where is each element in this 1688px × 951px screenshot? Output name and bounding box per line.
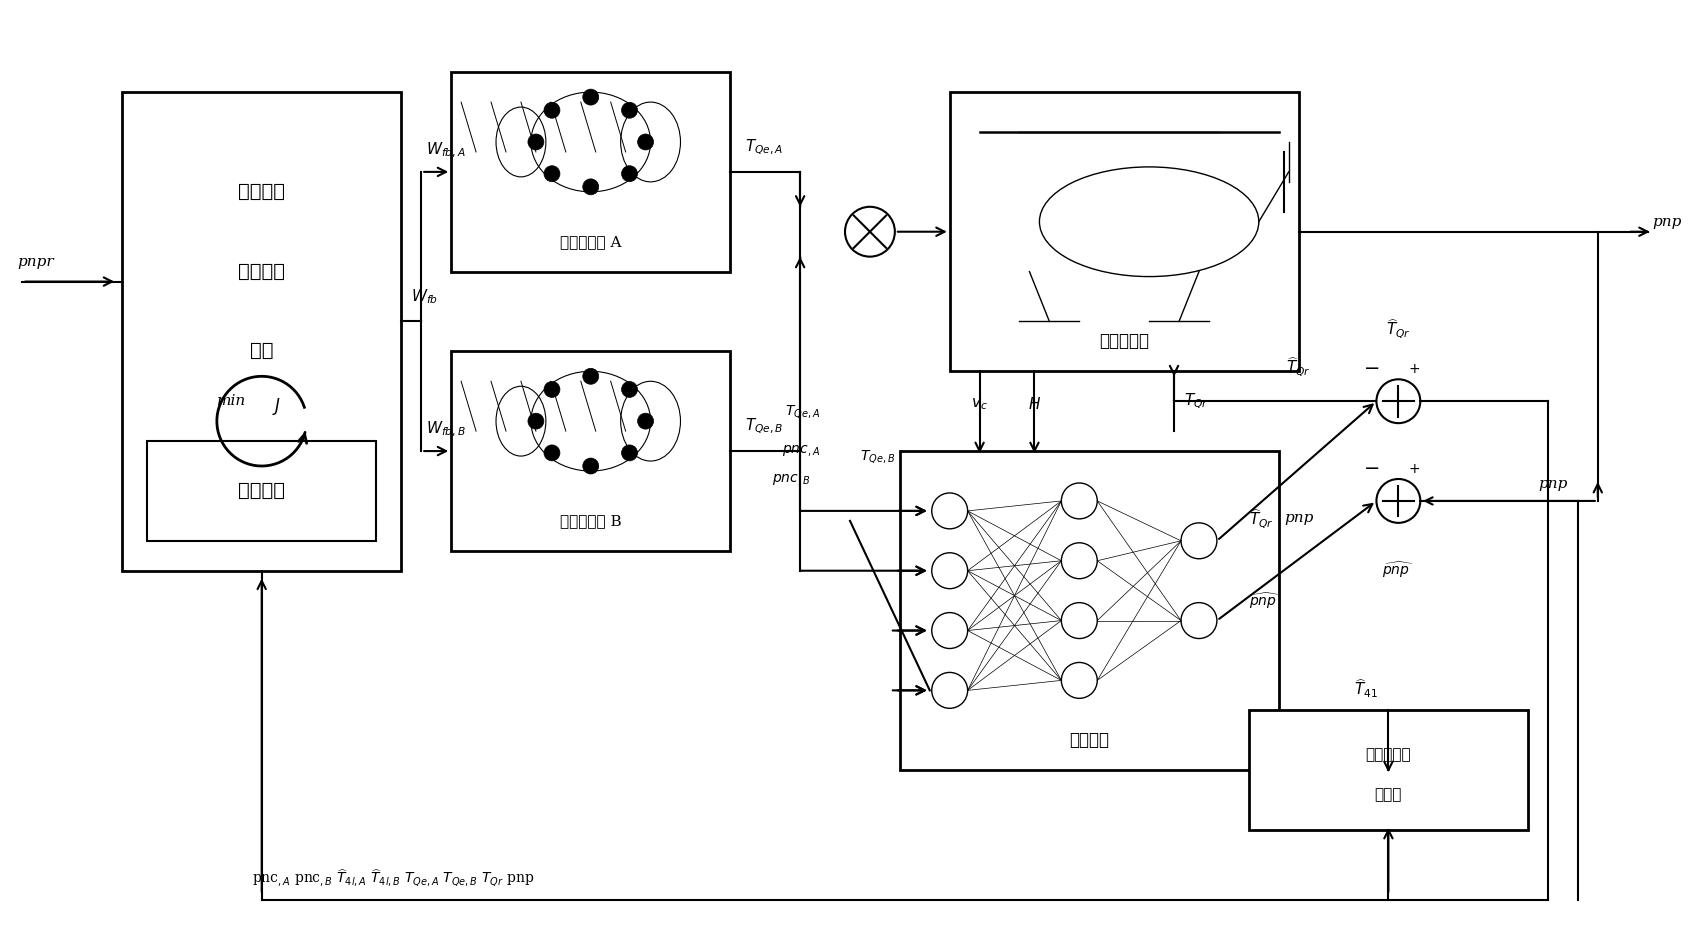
Circle shape <box>528 413 544 429</box>
Bar <box>451 351 731 551</box>
Text: pnp: pnp <box>1285 511 1313 525</box>
Text: $J$: $J$ <box>272 396 282 417</box>
Text: $\widehat{T}_{41}$: $\widehat{T}_{41}$ <box>1354 678 1379 700</box>
Circle shape <box>621 103 638 118</box>
Text: $W_{fb,B}$: $W_{fb,B}$ <box>427 419 466 439</box>
Bar <box>950 92 1298 371</box>
Circle shape <box>582 89 599 105</box>
Circle shape <box>621 445 638 461</box>
Text: $\widehat{T}_{Qr}$: $\widehat{T}_{Qr}$ <box>1286 356 1312 379</box>
Text: $T_{Qr}$: $T_{Qr}$ <box>1183 391 1209 411</box>
Text: pnpr: pnpr <box>17 255 54 268</box>
Text: 机载模型: 机载模型 <box>1069 731 1109 748</box>
Text: 直升机转子: 直升机转子 <box>1099 333 1150 350</box>
Bar <box>900 451 1280 770</box>
Text: min: min <box>218 395 246 408</box>
Text: pnp: pnp <box>1653 215 1681 229</box>
Circle shape <box>621 165 638 182</box>
Bar <box>451 72 731 272</box>
Circle shape <box>528 134 544 150</box>
Text: $H$: $H$ <box>1028 397 1041 412</box>
Text: $-$: $-$ <box>1364 457 1379 476</box>
Text: 闭环控制: 闭环控制 <box>238 183 285 201</box>
Text: 滤波器: 滤波器 <box>1374 788 1403 802</box>
Text: $\widehat{pnp}$: $\widehat{pnp}$ <box>1382 561 1415 580</box>
Text: 模型预测: 模型预测 <box>238 262 285 281</box>
Text: $v_c$: $v_c$ <box>971 397 987 412</box>
Bar <box>147 441 376 541</box>
Text: $W_{fb,A}$: $W_{fb,A}$ <box>427 141 466 160</box>
Text: $\widehat{pnp}$: $\widehat{pnp}$ <box>1249 592 1281 611</box>
Text: $T_{Qe,A}$: $T_{Qe,A}$ <box>746 138 783 157</box>
Text: 在线优化: 在线优化 <box>238 482 285 500</box>
Text: 涡轴发动机 A: 涡轴发动机 A <box>560 235 621 248</box>
Circle shape <box>621 381 638 398</box>
Text: $pnc_{,A}$: $pnc_{,A}$ <box>782 443 820 458</box>
Circle shape <box>544 381 560 398</box>
Bar <box>122 92 402 571</box>
Text: pnc$_{,A}$ pnc$_{,B}$ $\widehat{T}_{4l,A}$ $\widehat{T}_{4l,B}$ $T_{Qe,A}$ $T_{Q: pnc$_{,A}$ pnc$_{,B}$ $\widehat{T}_{4l,A… <box>252 867 533 888</box>
Bar <box>1249 710 1528 830</box>
Circle shape <box>638 134 653 150</box>
Text: $+$: $+$ <box>1408 362 1421 377</box>
Text: 控制: 控制 <box>250 342 273 360</box>
Circle shape <box>544 165 560 182</box>
Text: 无迹卡尔曼: 无迹卡尔曼 <box>1366 748 1411 762</box>
Text: 涡轴发动机 B: 涡轴发动机 B <box>560 514 621 528</box>
Text: pnp: pnp <box>1538 477 1568 491</box>
Text: $-$: $-$ <box>1364 358 1379 377</box>
Text: $T_{Qe,B}$: $T_{Qe,B}$ <box>859 448 895 464</box>
Text: $T_{Qe,B}$: $T_{Qe,B}$ <box>746 417 783 437</box>
Text: $pnc_{,B}$: $pnc_{,B}$ <box>771 474 810 489</box>
Text: $\widehat{T}_{Qr}$: $\widehat{T}_{Qr}$ <box>1249 508 1274 531</box>
Text: $+$: $+$ <box>1408 462 1421 476</box>
Circle shape <box>544 445 560 461</box>
Circle shape <box>638 413 653 429</box>
Circle shape <box>582 368 599 384</box>
Circle shape <box>544 103 560 118</box>
Text: $W_{fb}$: $W_{fb}$ <box>412 288 439 306</box>
Circle shape <box>582 179 599 195</box>
Text: $\widehat{T}_{Qr}$: $\widehat{T}_{Qr}$ <box>1386 319 1411 341</box>
Text: $T_{Qe,A}$: $T_{Qe,A}$ <box>785 402 820 419</box>
Circle shape <box>582 458 599 474</box>
